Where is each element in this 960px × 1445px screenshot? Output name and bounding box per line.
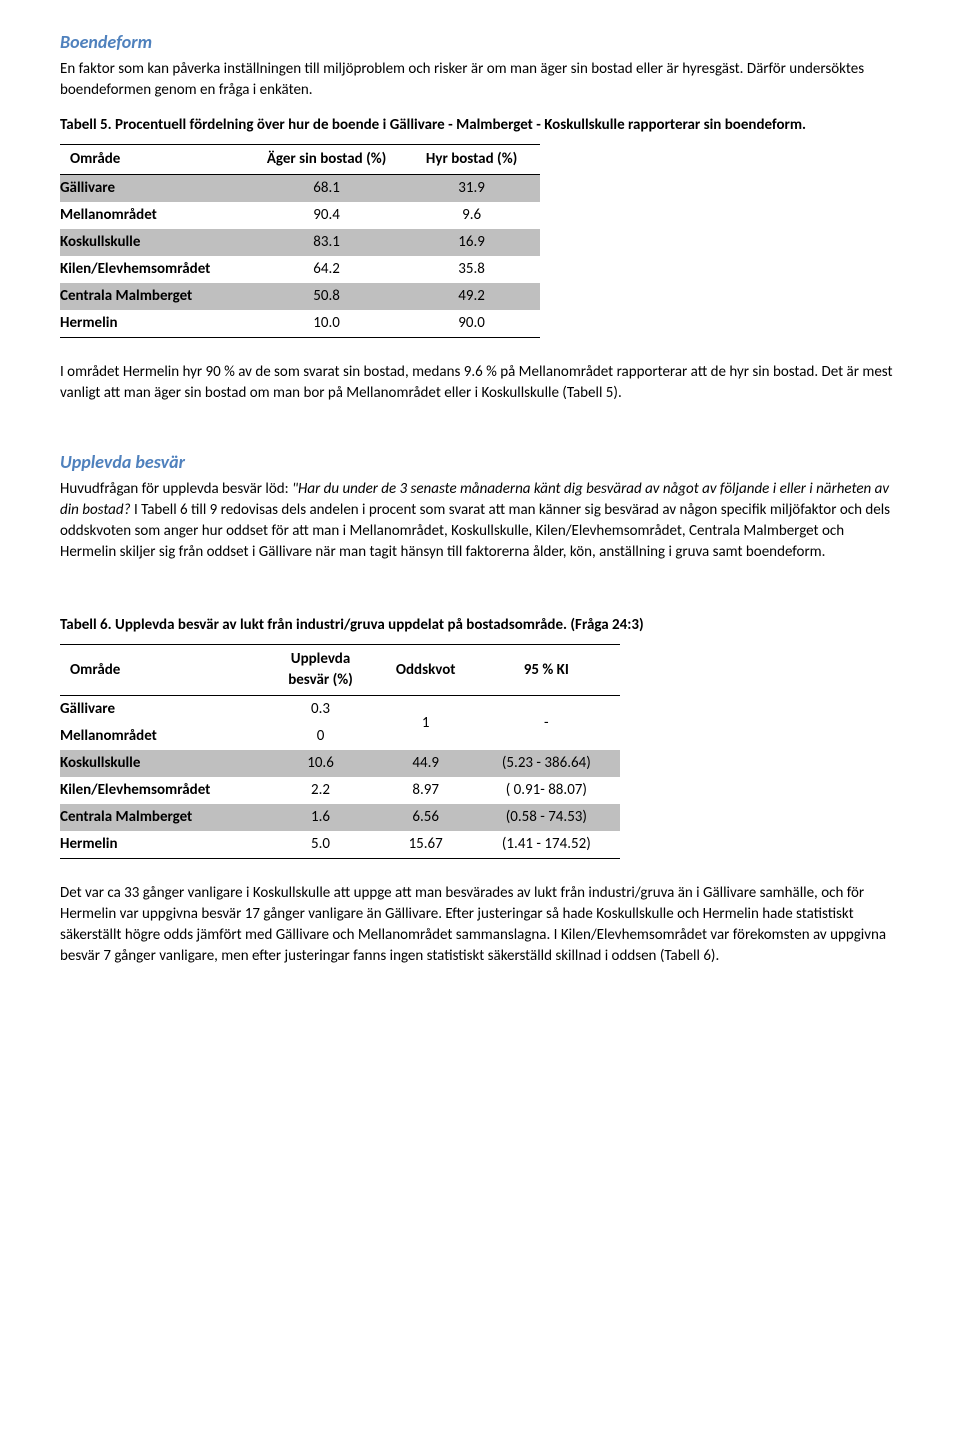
table-cell: Centrala Malmberget (60, 804, 270, 831)
table-cell: 83.1 (250, 229, 411, 256)
table-cell: Kilen/Elevhemsområdet (60, 256, 250, 283)
table-cell: ( 0.91- 88.07) (481, 777, 620, 804)
table6-caption: Tabell 6. Upplevda besvär av lukt från i… (60, 615, 900, 636)
table5-h1: Äger sin bostad (%) (250, 145, 411, 175)
table-cell: Koskullskulle (60, 229, 250, 256)
table-cell: Centrala Malmberget (60, 283, 250, 310)
table-cell: 15.67 (379, 831, 481, 859)
table-cell: 68.1 (250, 175, 411, 203)
table-cell: Mellanområdet (60, 202, 250, 229)
table-cell: 8.97 (379, 777, 481, 804)
table5-h2: Hyr bostad (%) (411, 145, 540, 175)
upplevda-pre: Huvudfrågan för upplevda besvär löd: (60, 480, 292, 498)
table-cell: Gällivare (60, 696, 270, 724)
table-cell: 0 (270, 723, 378, 750)
table-cell: 10.6 (270, 750, 378, 777)
table-cell: 9.6 (411, 202, 540, 229)
table-row: Hermelin10.090.0 (60, 310, 540, 338)
table-row: Koskullskulle83.116.9 (60, 229, 540, 256)
table5-h0: Område (60, 145, 250, 175)
table-cell: 0.3 (270, 696, 378, 724)
table6-body: Gällivare0.31-Mellanområdet0Koskullskull… (60, 696, 620, 859)
table-cell: 31.9 (411, 175, 540, 203)
table-cell: 50.8 (250, 283, 411, 310)
upplevda-post: I Tabell 6 till 9 redovisas dels andelen… (60, 501, 890, 561)
table6-h2: Oddskvot (379, 645, 481, 696)
table-cell: 49.2 (411, 283, 540, 310)
table5-caption: Tabell 5. Procentuell fördelning över hu… (60, 115, 900, 136)
table-row: Kilen/Elevhemsområdet2.28.97( 0.91- 88.0… (60, 777, 620, 804)
table-row: Gällivare68.131.9 (60, 175, 540, 203)
table-cell: 10.0 (250, 310, 411, 338)
table-row: Gällivare0.31- (60, 696, 620, 724)
paragraph-after-t6: Det var ca 33 gånger vanligare i Koskull… (60, 883, 900, 967)
table-cell: 1 (379, 696, 481, 751)
table-row: Mellanområdet90.49.6 (60, 202, 540, 229)
paragraph-upplevda-intro: Huvudfrågan för upplevda besvär löd: "Ha… (60, 479, 900, 563)
table-cell: 44.9 (379, 750, 481, 777)
table-row: Kilen/Elevhemsområdet64.235.8 (60, 256, 540, 283)
table-cell: Hermelin (60, 310, 250, 338)
table-cell: Mellanområdet (60, 723, 270, 750)
table5: Område Äger sin bostad (%) Hyr bostad (%… (60, 144, 540, 338)
table-row: Hermelin5.015.67(1.41 - 174.52) (60, 831, 620, 859)
table-cell: Kilen/Elevhemsområdet (60, 777, 270, 804)
table-cell: Hermelin (60, 831, 270, 859)
table-row: Koskullskulle10.644.9(5.23 - 386.64) (60, 750, 620, 777)
table-cell: 5.0 (270, 831, 378, 859)
table-cell: (1.41 - 174.52) (481, 831, 620, 859)
table-row: Centrala Malmberget50.849.2 (60, 283, 540, 310)
section-heading-boendeform: Boendeform (60, 30, 900, 55)
table6-h1a: Upplevda (291, 650, 350, 668)
table-cell: 64.2 (250, 256, 411, 283)
table-cell: 35.8 (411, 256, 540, 283)
table5-body: Gällivare68.131.9Mellanområdet90.49.6Kos… (60, 175, 540, 338)
table-cell: 16.9 (411, 229, 540, 256)
table-cell: 2.2 (270, 777, 378, 804)
table6-wrap: Område Upplevda besvär (%) Oddskvot 95 %… (60, 644, 900, 859)
paragraph-boendeform-intro: En faktor som kan påverka inställningen … (60, 59, 900, 101)
table-cell: (0.58 - 74.53) (481, 804, 620, 831)
table-cell: Koskullskulle (60, 750, 270, 777)
section-heading-upplevda: Upplevda besvär (60, 450, 900, 475)
table6: Område Upplevda besvär (%) Oddskvot 95 %… (60, 644, 620, 859)
table-cell: Gällivare (60, 175, 250, 203)
table-cell: 90.4 (250, 202, 411, 229)
table6-h1b: besvär (%) (288, 671, 353, 689)
table6-h3: 95 % KI (481, 645, 620, 696)
table-cell: - (481, 696, 620, 751)
table6-h0: Område (60, 645, 270, 696)
table-cell: (5.23 - 386.64) (481, 750, 620, 777)
table-cell: 90.0 (411, 310, 540, 338)
table-row: Centrala Malmberget1.66.56(0.58 - 74.53) (60, 804, 620, 831)
paragraph-after-t5: I området Hermelin hyr 90 % av de som sv… (60, 362, 900, 404)
table-cell: 1.6 (270, 804, 378, 831)
table5-wrap: Område Äger sin bostad (%) Hyr bostad (%… (60, 144, 900, 338)
table-cell: 6.56 (379, 804, 481, 831)
table6-h1: Upplevda besvär (%) (270, 645, 378, 696)
